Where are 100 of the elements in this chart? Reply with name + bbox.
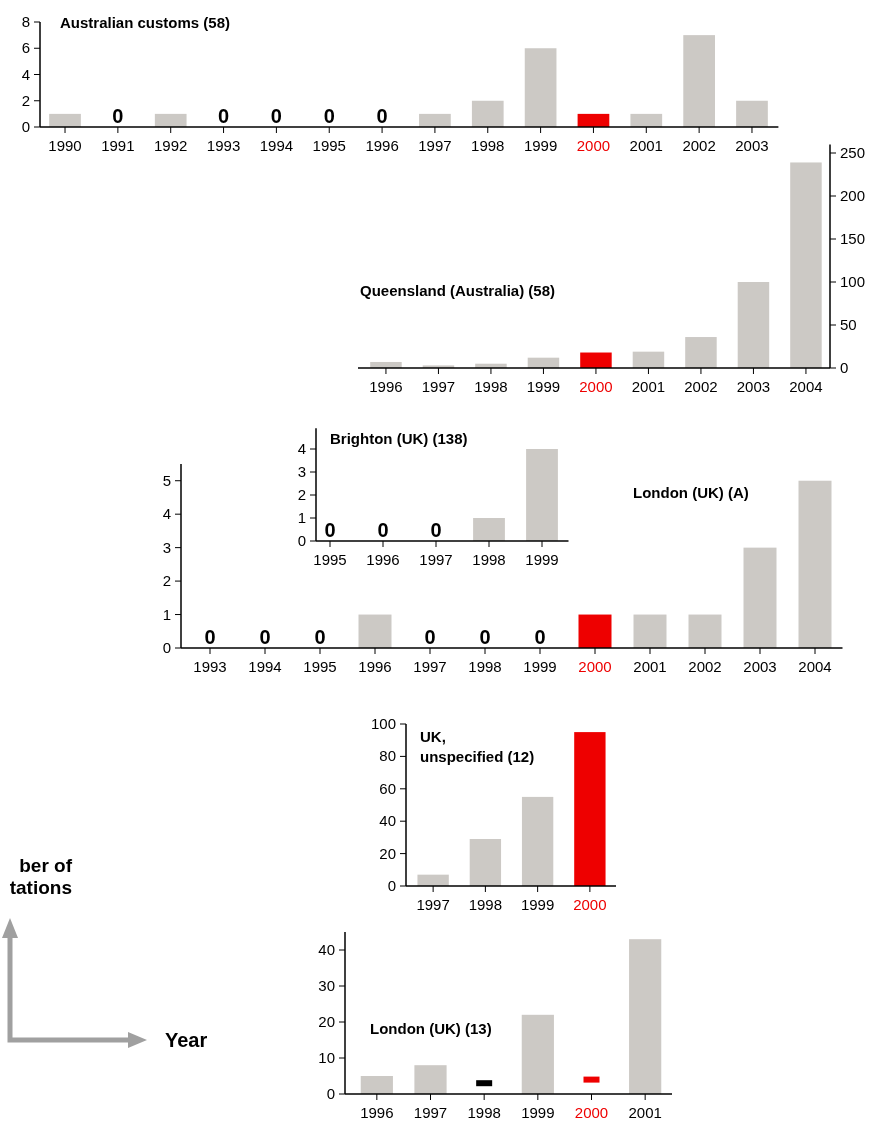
y-tick-label: 4 [21,65,30,83]
text: London (UK) (13) [370,1020,492,1037]
y-tick-label: 100 [840,273,866,290]
bar [521,1014,554,1094]
x-tick-label: 1996 [369,378,403,395]
x-tick-label: 1997 [413,658,447,675]
data-label: 0 [534,626,546,648]
x-tick-label: 1991 [101,137,135,154]
x-tick-label: 2002 [682,137,716,154]
x-tick-label: 1998 [468,658,502,675]
text: UK, unspecified (12) [420,728,535,765]
x-tick-label: 1997 [416,896,450,913]
x-tick-label: 1997 [413,1104,448,1121]
chart-title: Australian customs (58) [60,14,231,31]
bar [154,113,187,127]
bar [685,337,717,368]
x-tick-label: 2001 [633,658,667,675]
y-tick-label: 100 [370,715,396,732]
bar [737,282,770,368]
bar [360,1076,393,1094]
bar [358,614,392,648]
x-tick-label: 2004 [789,378,823,395]
x-tick-label: 1997 [418,137,452,154]
x-tick-label: 2003 [743,658,777,675]
x-tick-label: 1996 [360,1104,394,1121]
x-tick-label: 2000 [579,378,613,395]
x-tick-label: 1998 [467,1104,501,1121]
bar [633,614,667,648]
x-tick-label: 1999 [526,378,561,395]
x-tick-label: 2001 [628,1104,662,1121]
y-tick-label: 2 [162,572,171,590]
bar [632,351,665,368]
y-tick-label: 3 [162,538,171,556]
bar [417,874,449,886]
y-tick-label: 10 [318,1049,335,1066]
x-tick-label: 2004 [798,658,832,675]
x-tick-label: 1999 [520,896,555,913]
data-label: 0 [112,105,124,127]
y-tick-label: 2 [297,486,306,503]
y-tick-label: 4 [297,440,306,457]
bar [469,839,502,886]
bar [798,480,832,648]
bar [49,113,81,127]
y-tick-label: 40 [379,812,396,830]
chart-title: Brighton (UK) (138) [330,430,468,447]
bar [790,162,822,368]
x-tick-label: 1993 [206,137,241,154]
bar [683,35,715,127]
x-tick-label: 1998 [474,378,508,395]
y-tick-label: 30 [318,977,335,994]
data-label: 0 [270,105,282,127]
y-tick-label: 0 [326,1085,335,1102]
y-tick-label: 0 [840,359,849,376]
bar [471,100,504,127]
y-tick-label: 20 [379,844,396,862]
y-tick-label: 80 [379,747,396,765]
x-tick-label: 1998 [471,137,505,154]
x-tick-label: 1998 [472,551,506,568]
x-tick-label: 2001 [629,137,663,154]
x-tick-label: 1990 [48,137,82,154]
y-tick-label: 6 [21,39,30,57]
bar [736,100,768,127]
x-tick-label: 1997 [421,378,456,395]
y-tick-label: 50 [840,316,857,333]
x-tick-label: 1999 [525,551,559,568]
x-tick-label: 2002 [688,658,722,675]
x-tick-label: 1999 [523,658,557,675]
bar [743,547,777,648]
x-tick-label: 1996 [358,658,392,675]
data-label: 0 [259,626,271,648]
data-label: 0 [430,519,442,541]
x-tick-label: 1999 [521,1104,555,1121]
bar [629,939,662,1094]
x-tick-label: 1995 [312,137,346,154]
x-tick-label: 1995 [303,658,337,675]
x-tick-label: 1995 [313,551,347,568]
bar [419,113,451,127]
bar [580,352,612,368]
x-tick-label: 2000 [573,896,607,913]
data-label: 0 [204,626,216,648]
data-label: 0 [217,105,230,127]
y-tick-label: 20 [318,1013,335,1030]
text: Queensland (Australia) (58) [360,282,556,299]
x-tick-label: 2000 [574,1104,609,1121]
x-tick-label: 1992 [154,137,188,154]
y-tick-label: 1 [162,605,171,623]
text: London (UK) (A) [633,484,749,501]
x-tick-label: 2000 [576,137,611,154]
x-tick-label: 1996 [365,137,399,154]
bar [630,113,663,127]
y-tick-label: 1 [297,509,306,526]
bar [578,614,612,648]
y-tick-label: 0 [297,532,306,549]
bar [524,48,557,127]
bar [574,732,606,886]
y-tick-label: 250 [840,144,866,161]
y-tick-label: 60 [379,779,396,797]
bar [688,614,722,648]
data-label: 0 [479,626,491,648]
x-tick-label: 2003 [735,137,769,154]
